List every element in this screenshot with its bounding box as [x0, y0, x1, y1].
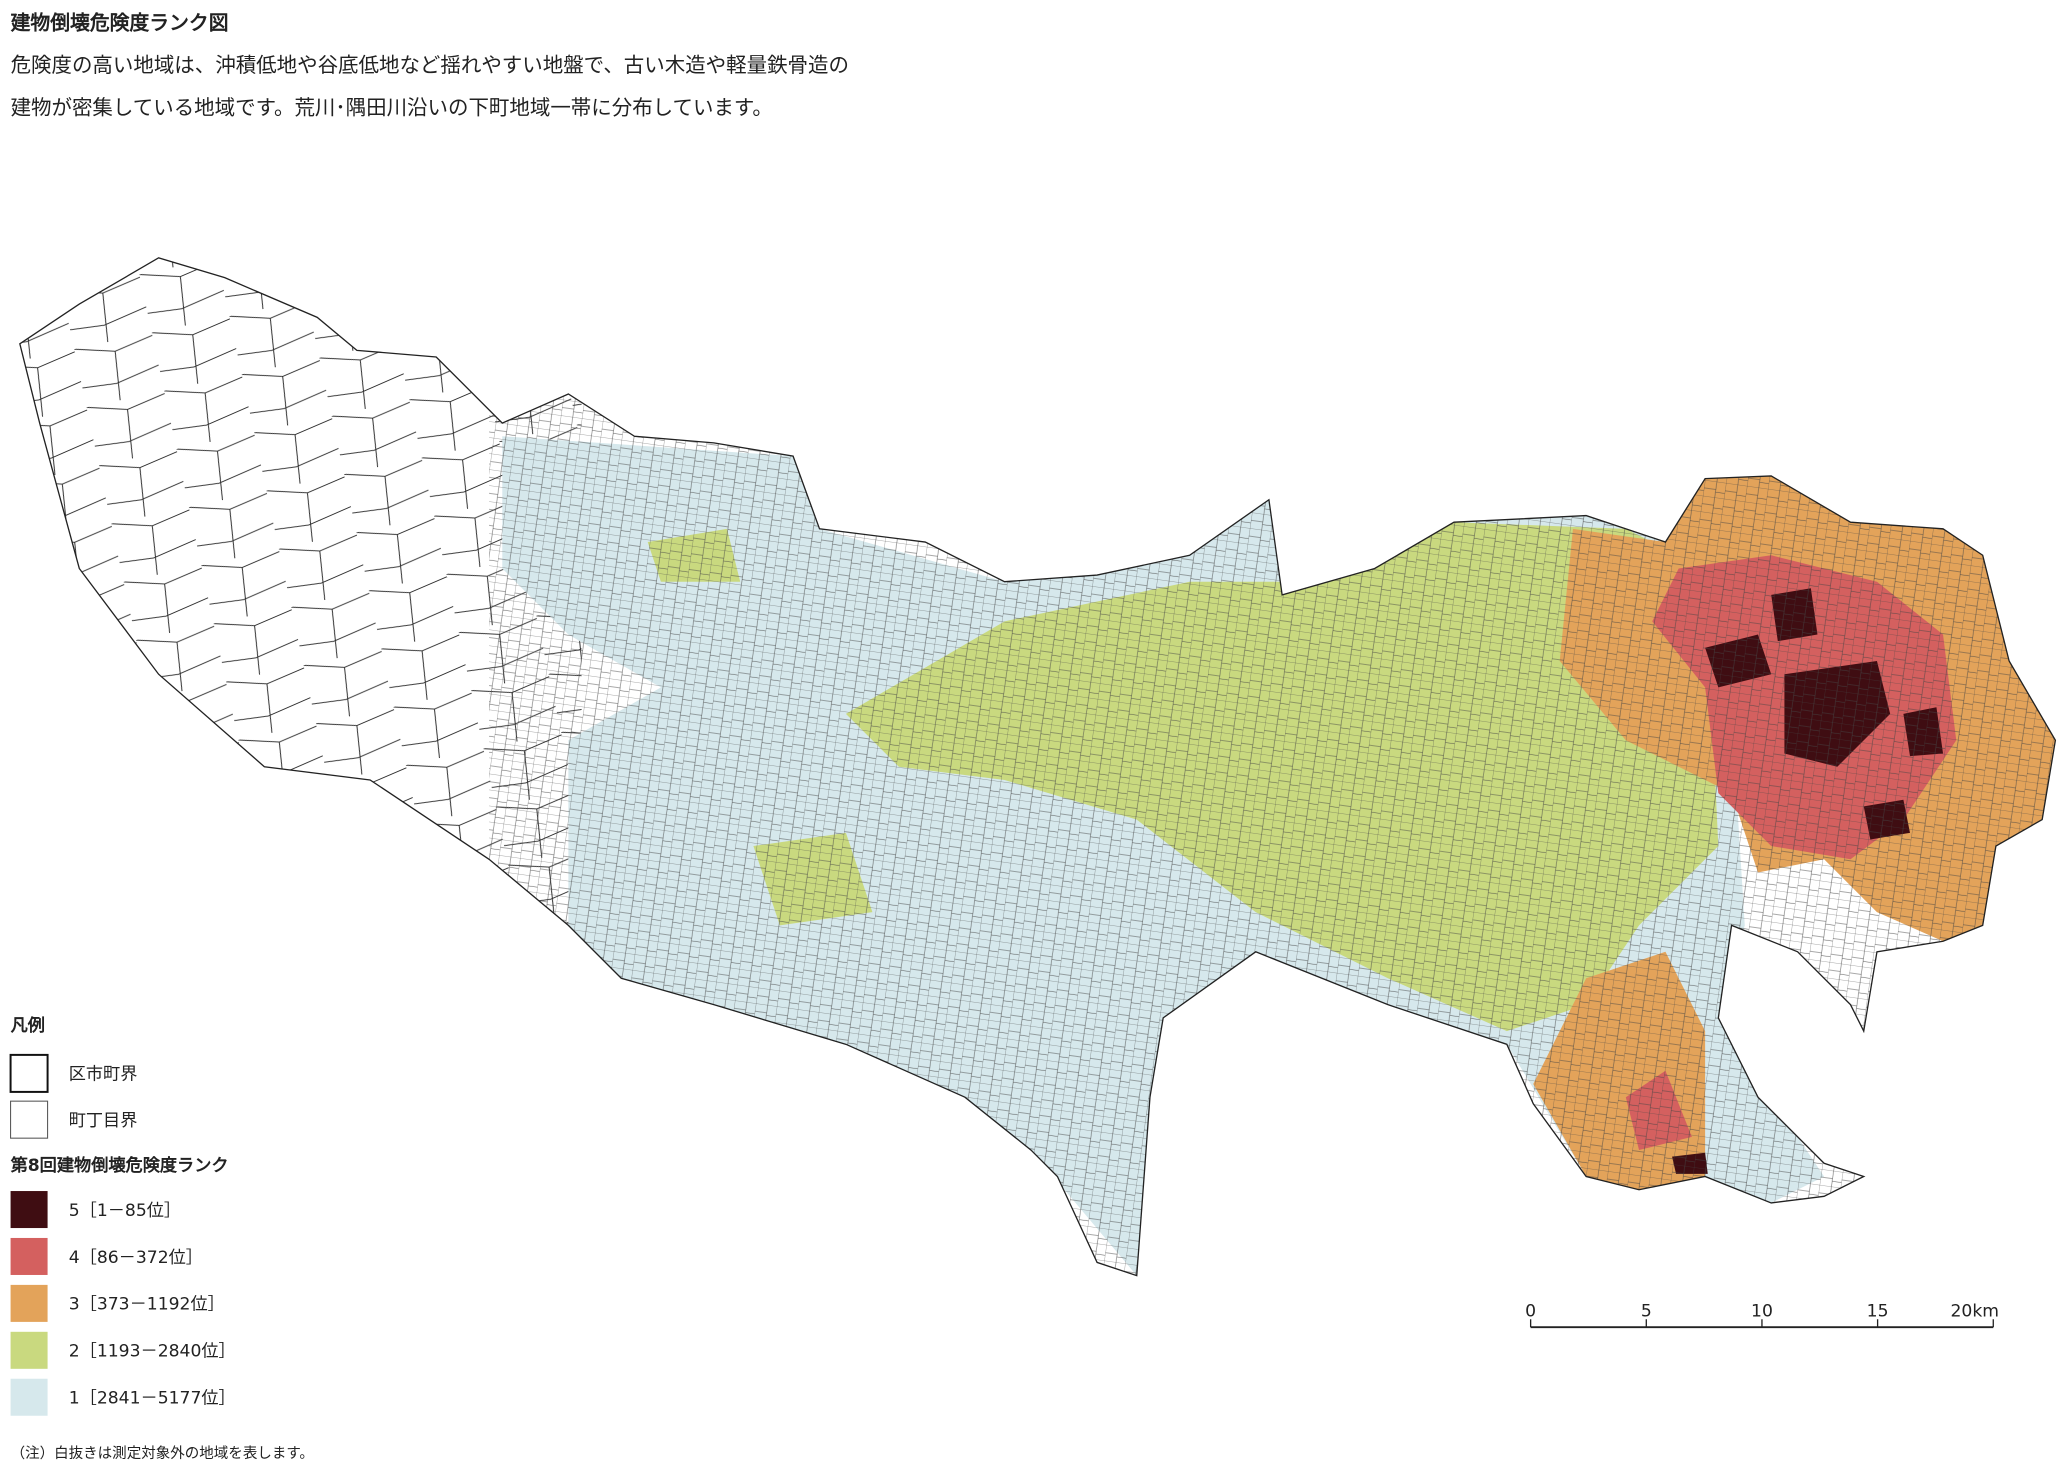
legend-label: 町丁目界: [69, 1111, 138, 1131]
legend-subtitle: 第8回建物倒壊危険度ランク: [10, 1155, 229, 1176]
town-boundaries: [489, 396, 2056, 1276]
scale-label: 15: [1867, 1301, 1889, 1321]
legend-title: 凡例: [11, 1015, 45, 1036]
rank-legend: 5［1－85位］ 4［86－372位］ 3［373－1192位］ 2［1193－284…: [10, 1191, 236, 1416]
map-area: [19, 257, 2056, 1276]
legend-swatch: [9, 1053, 49, 1093]
scale-label: 0: [1525, 1301, 1536, 1321]
footnote: （注）白抜きは測定対象外の地域を表します。: [11, 1445, 314, 1462]
scale-label: 5: [1641, 1301, 1652, 1321]
legend-label: 区市町界: [69, 1065, 138, 1085]
legend-swatch: [10, 1331, 48, 1369]
scale-labels: 0 5 10 15 20km: [1525, 1301, 1999, 1328]
description-line: 建物が密集している地域です。荒川･隅田川沿いの下町地域一帯に分布しています。: [11, 95, 773, 119]
legend-swatch: [10, 1191, 48, 1229]
scale-label: 10: [1751, 1301, 1773, 1321]
legend-swatch: [10, 1378, 48, 1416]
legend-label: 1［2841－5177位］: [69, 1389, 236, 1409]
legend-label: 2［1193－2840位］: [69, 1342, 236, 1362]
legend-label: 3［373－1192位］: [69, 1295, 225, 1315]
title: 建物倒壊危険度ランク図: [11, 11, 229, 34]
legend-swatch: [10, 1237, 48, 1275]
description-line: 危険度の高い地域は、沖積低地や谷底低地など揺れやすい地盤で、古い木造や軽量鉄骨造…: [11, 53, 849, 77]
legend-swatch: [10, 1100, 49, 1139]
scale-label: 20km: [1950, 1301, 1999, 1321]
legend-label: 4［86－372位］: [69, 1248, 203, 1268]
legend-swatch: [10, 1284, 48, 1322]
legend-label: 5［1－85位］: [69, 1201, 181, 1221]
